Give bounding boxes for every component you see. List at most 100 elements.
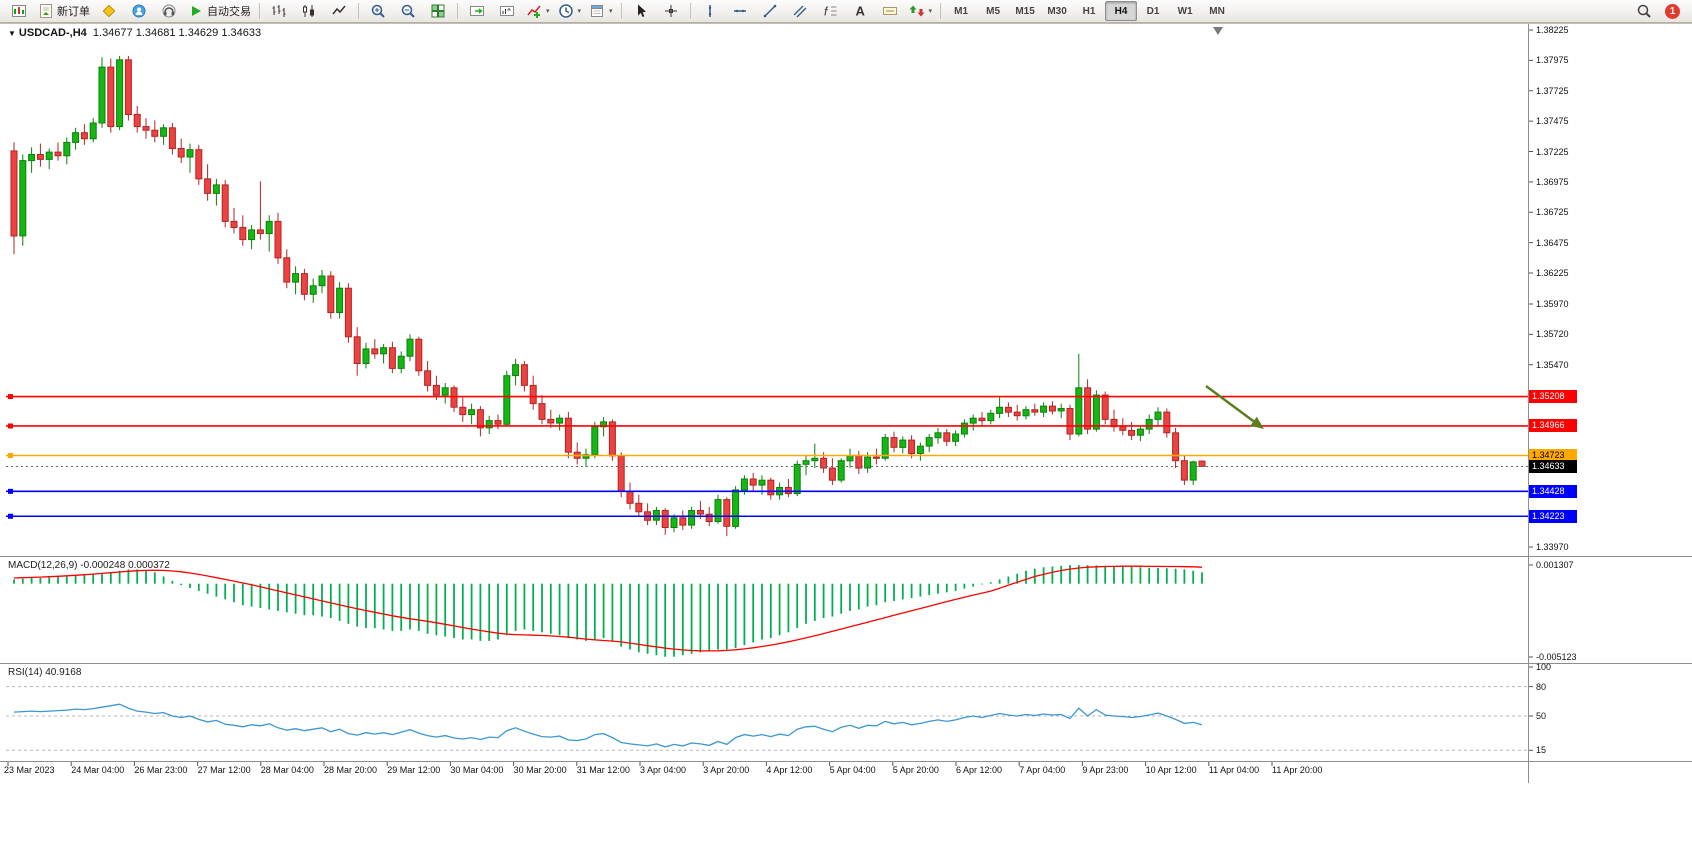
candle-body — [600, 421, 608, 428]
indicators-caret-icon[interactable]: ▾ — [546, 8, 550, 15]
timeframe-m5-button[interactable]: M5 — [986, 5, 1001, 17]
candle-body — [996, 406, 1004, 414]
shapes-caret-icon[interactable]: ▾ — [928, 8, 933, 15]
candle-body — [318, 275, 326, 287]
candle-body — [10, 150, 18, 237]
candle-body — [1189, 461, 1197, 481]
macd-name: MACD(12,26,9) — [8, 560, 78, 571]
timeframe-m1-button[interactable]: M1 — [954, 5, 969, 17]
candle-body — [529, 384, 537, 405]
candle-body — [899, 439, 907, 448]
zoom-out-button[interactable] — [393, 0, 423, 22]
crosshair-icon — [663, 3, 679, 19]
candle-body — [793, 463, 801, 495]
candle-body — [1119, 426, 1127, 431]
time-axis-label: 5 Apr 20:00 — [892, 765, 939, 775]
new-chart-icon — [11, 3, 27, 19]
candle-body — [344, 287, 352, 338]
fibonacci-button[interactable]: f — [815, 0, 845, 22]
timeframe-m30-button[interactable]: M30 — [1047, 5, 1067, 17]
chart-line-button[interactable] — [324, 0, 354, 22]
candle-body — [1180, 460, 1188, 481]
time-axis-label: 31 Mar 12:00 — [576, 765, 630, 775]
chart-shift-marker[interactable] — [1213, 27, 1223, 35]
tile-windows-button[interactable] — [423, 0, 453, 22]
candle-body — [564, 417, 572, 453]
vertical-line-button[interactable] — [695, 0, 725, 22]
candle-body — [274, 220, 282, 259]
periods-caret-icon[interactable]: ▾ — [577, 8, 582, 15]
horizontal-line-button[interactable] — [725, 0, 755, 22]
crosshair-button[interactable] — [656, 0, 686, 22]
market-button[interactable] — [94, 0, 124, 22]
macd-value-signal: 0.000372 — [128, 560, 170, 571]
time-axis-label: 11 Apr 04:00 — [1208, 765, 1260, 775]
hline-handle[interactable] — [8, 453, 13, 459]
hline-handle[interactable] — [8, 423, 13, 429]
candle-body — [28, 154, 36, 162]
candle-body — [468, 409, 476, 416]
cursor-button[interactable] — [626, 0, 656, 22]
zoom-in-button[interactable] — [363, 0, 393, 22]
candle-body — [283, 257, 291, 283]
candle-body — [732, 489, 740, 527]
new-chart-button[interactable] — [4, 0, 34, 22]
timeframe-mn-button[interactable]: MN — [1209, 5, 1225, 17]
price-badge: 1.34633 — [1529, 459, 1577, 473]
text-button[interactable]: A — [845, 0, 875, 22]
candle-body — [591, 426, 599, 456]
symbol-dropdown-icon[interactable]: ▼ — [8, 29, 16, 38]
candle-body — [380, 347, 388, 355]
timeframe-h1-button[interactable]: H1 — [1082, 5, 1096, 17]
macd-rsi-divider[interactable] — [0, 663, 1692, 664]
templates-button[interactable]: ▾ — [585, 0, 617, 22]
channel-button[interactable] — [785, 0, 815, 22]
shapes-button[interactable]: ▾ — [905, 0, 937, 22]
trend-arrow-head[interactable] — [1250, 416, 1264, 429]
chart-candles-button[interactable] — [294, 0, 324, 22]
hline-handle[interactable] — [8, 488, 13, 494]
community-button[interactable] — [154, 0, 184, 22]
text-icon: A — [852, 3, 868, 19]
new-order-button[interactable]: 新订单 — [34, 0, 94, 22]
signals-button[interactable] — [124, 0, 154, 22]
rsi-axis-label: 15 — [1536, 745, 1547, 756]
zoom-in-icon — [370, 3, 386, 19]
search-button[interactable] — [1629, 0, 1659, 22]
candle-body — [124, 59, 132, 115]
price-axis-label: 1.35970 — [1536, 298, 1569, 309]
horizontal-line-icon — [732, 3, 748, 19]
main-macd-divider[interactable] — [0, 556, 1692, 557]
trendline-button[interactable] — [755, 0, 785, 22]
community-icon — [161, 3, 177, 19]
hline-handle[interactable] — [8, 513, 13, 519]
candle-body — [1101, 394, 1109, 420]
candle-body — [441, 387, 449, 396]
chart-bars-button[interactable] — [264, 0, 294, 22]
text-label-button[interactable] — [875, 0, 905, 22]
auto-trading-button[interactable]: 自动交易 — [184, 0, 255, 22]
notifications-badge[interactable]: 1 — [1665, 3, 1680, 19]
templates-caret-icon[interactable]: ▾ — [609, 8, 613, 15]
candle-body — [837, 460, 845, 481]
timeframe-m15-button[interactable]: M15 — [1015, 5, 1035, 17]
auto-scroll-button[interactable] — [462, 0, 492, 22]
trend-arrow-annotation[interactable] — [1205, 384, 1255, 423]
indicators-icon — [526, 3, 542, 19]
chart-shift-button[interactable] — [492, 0, 522, 22]
hline-handle[interactable] — [8, 394, 13, 400]
periods-icon — [558, 3, 574, 19]
timeframe-d1-button[interactable]: D1 — [1146, 5, 1160, 17]
candle-body — [353, 336, 361, 364]
candle-body — [89, 122, 97, 140]
timeframe-h4-button[interactable]: H4 — [1105, 1, 1138, 21]
macd-value-main: -0.000248 — [80, 560, 126, 571]
zoom-out-icon — [400, 3, 416, 19]
time-axis-label: 3 Apr 20:00 — [703, 765, 750, 775]
periods-button[interactable]: ▾ — [554, 0, 586, 22]
candle-body — [459, 406, 467, 416]
indicators-button[interactable]: ▾ — [522, 0, 554, 22]
candle-body — [987, 412, 995, 422]
timeframe-w1-button[interactable]: W1 — [1177, 5, 1193, 17]
